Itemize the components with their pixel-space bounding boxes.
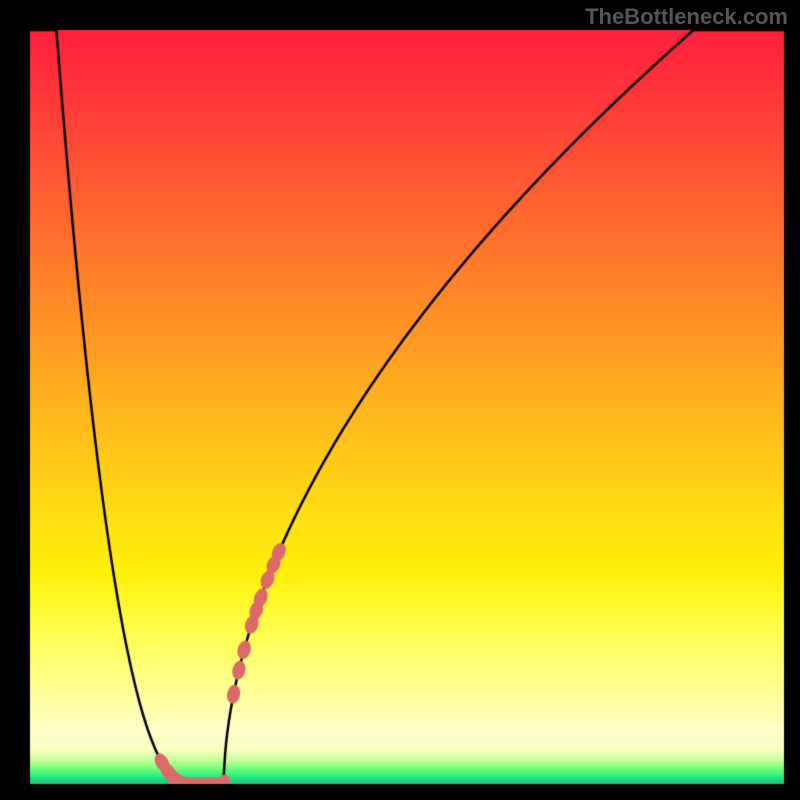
plot-canvas — [0, 0, 800, 800]
chart-container: TheBottleneck.com — [0, 0, 800, 800]
watermark-text: TheBottleneck.com — [585, 4, 788, 30]
